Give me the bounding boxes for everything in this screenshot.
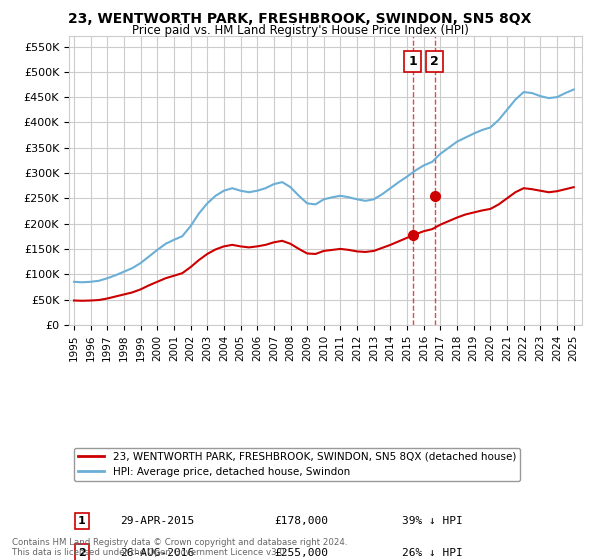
- Text: 39% ↓ HPI: 39% ↓ HPI: [403, 516, 463, 526]
- Text: 2: 2: [430, 55, 439, 68]
- Legend: 23, WENTWORTH PARK, FRESHBROOK, SWINDON, SN5 8QX (detached house), HPI: Average : 23, WENTWORTH PARK, FRESHBROOK, SWINDON,…: [74, 447, 520, 481]
- Text: 29-APR-2015: 29-APR-2015: [121, 516, 194, 526]
- Text: 1: 1: [408, 55, 417, 68]
- Text: £255,000: £255,000: [274, 548, 328, 558]
- Text: 23, WENTWORTH PARK, FRESHBROOK, SWINDON, SN5 8QX: 23, WENTWORTH PARK, FRESHBROOK, SWINDON,…: [68, 12, 532, 26]
- Text: Contains HM Land Registry data © Crown copyright and database right 2024.
This d: Contains HM Land Registry data © Crown c…: [12, 538, 347, 557]
- Text: 26-AUG-2016: 26-AUG-2016: [121, 548, 194, 558]
- Text: Price paid vs. HM Land Registry's House Price Index (HPI): Price paid vs. HM Land Registry's House …: [131, 24, 469, 37]
- Text: 1: 1: [78, 516, 86, 526]
- Text: £178,000: £178,000: [274, 516, 328, 526]
- Text: 26% ↓ HPI: 26% ↓ HPI: [403, 548, 463, 558]
- Text: 2: 2: [78, 548, 86, 558]
